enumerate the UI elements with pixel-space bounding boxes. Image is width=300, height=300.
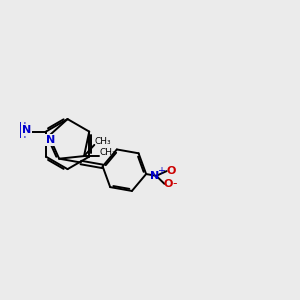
- Text: N: N: [46, 135, 55, 145]
- Text: CH₃: CH₃: [99, 148, 116, 157]
- Text: H: H: [19, 122, 26, 132]
- Text: +: +: [157, 166, 165, 176]
- Text: N: N: [22, 125, 32, 135]
- Text: N: N: [151, 171, 160, 181]
- Text: CH₃: CH₃: [95, 137, 112, 146]
- Text: O: O: [166, 166, 176, 176]
- Text: N: N: [46, 135, 55, 145]
- Text: H: H: [19, 130, 26, 140]
- Text: O: O: [164, 179, 173, 189]
- Text: N: N: [22, 125, 32, 135]
- Text: -: -: [172, 177, 177, 190]
